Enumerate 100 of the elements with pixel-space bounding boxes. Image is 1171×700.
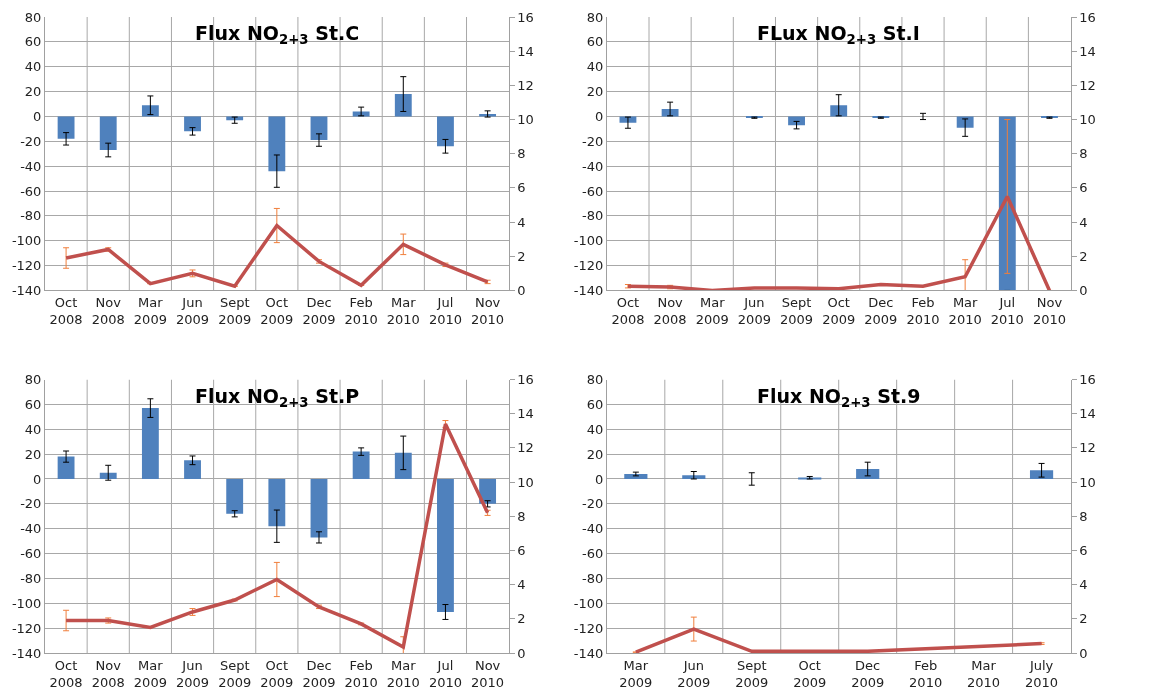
x-tick-label: Mar 2009 (133, 295, 167, 327)
y-tick-label: -120 (573, 258, 604, 274)
x-tick-label: Oct 2008 (49, 657, 83, 690)
y-tick-label: -60 (20, 546, 42, 562)
line-series (64, 223, 490, 288)
y2-tick-label: 4 (1079, 214, 1088, 230)
y-tick-label: -20 (20, 496, 42, 512)
x-tick-label: Jul 2010 (990, 295, 1024, 327)
bar (57, 116, 75, 139)
x-tick-label: Dec 2009 (302, 295, 336, 327)
bar (956, 116, 974, 128)
y-tick-label: -80 (20, 570, 42, 586)
x-tick-label: Nov 2008 (653, 295, 687, 327)
y-tick-label: 20 (24, 446, 42, 462)
y-tick-label: -40 (582, 158, 604, 174)
x-tick-label: Mar 2010 (386, 295, 420, 327)
y-tick-label: 0 (594, 471, 604, 487)
y2-tick-label: 16 (517, 9, 534, 25)
y-tick-label: -60 (582, 183, 604, 199)
y2-tick-label: 2 (1079, 248, 1088, 264)
y-tick-label: 60 (586, 396, 604, 412)
x-tick-label: Nov 2010 (471, 657, 505, 690)
bar (352, 451, 370, 479)
y2-tick-label: 10 (1079, 112, 1096, 128)
y-tick-label: 60 (24, 34, 42, 50)
bar (437, 478, 454, 612)
y-tick-label: 40 (586, 59, 604, 75)
y2-tick-label: 12 (517, 77, 534, 93)
x-tick-label: Feb 2010 (344, 657, 378, 690)
line-series (634, 627, 1044, 653)
y-tick-label: -40 (20, 158, 42, 174)
y-tick-label: 20 (586, 84, 604, 100)
y-tick-label: -100 (11, 233, 42, 249)
y2-tick-label: 2 (517, 248, 526, 264)
y2-tick-label: 8 (517, 146, 526, 162)
bar (184, 116, 201, 132)
bar (184, 460, 201, 479)
x-tick-label: Mar 2010 (948, 295, 982, 327)
bar (268, 116, 286, 172)
y2-tick-label: 4 (517, 214, 526, 230)
y-tick-label: -60 (20, 183, 42, 199)
x-tick-label: Oct 2009 (822, 295, 856, 327)
x-tick-label: Dec 2009 (302, 657, 336, 690)
y2-tick-label: 8 (1079, 146, 1088, 162)
bar (310, 478, 328, 538)
x-tick-label: Feb 2010 (344, 295, 378, 327)
y-tick-label: -20 (20, 133, 42, 149)
x-tick-label: Jul 2010 (428, 657, 462, 690)
y-tick-label: 20 (586, 446, 604, 462)
y-tick-label: -100 (573, 233, 604, 249)
y-tick-label: -120 (11, 258, 42, 274)
y-tick-label: 60 (24, 396, 42, 412)
y2-tick-label: 16 (1079, 372, 1096, 388)
y-tick-label: -140 (573, 283, 604, 299)
y-tick-label: 80 (586, 9, 604, 25)
x-tick-label: Nov 2010 (1032, 295, 1067, 327)
y-tick-label: 0 (33, 471, 42, 487)
y2-tick-label: 0 (517, 645, 526, 661)
y-tick-label: -80 (582, 570, 604, 586)
y2-tick-label: 8 (1079, 508, 1088, 524)
y2-tick-label: 4 (1079, 577, 1088, 593)
y2-tick-label: 14 (517, 406, 534, 422)
y-tick-label: -40 (20, 521, 42, 537)
x-tick-label: Mar 2009 (619, 657, 653, 690)
chart-title: FLux NO$_{2+3}$ St.I (757, 22, 920, 47)
line-series (64, 420, 492, 649)
y-tick-label: -100 (573, 595, 604, 611)
y-tick-label: 40 (24, 59, 42, 75)
x-tick-label: July 2010 (1025, 657, 1059, 690)
x-tick-label: Sept 2009 (218, 657, 252, 690)
bar (788, 116, 805, 126)
chart-title: Flux NO$_{2+3}$ St.P (195, 385, 360, 410)
bar (226, 478, 244, 514)
y-tick-label: 40 (586, 421, 604, 437)
y-tick-label: -20 (582, 133, 604, 149)
x-tick-label: Nov 2010 (471, 295, 505, 327)
y-tick-label: -120 (573, 620, 604, 636)
chart-title: Flux NO$_{2+3}$ St.C (195, 22, 360, 47)
x-tick-label: Nov 2008 (91, 657, 125, 690)
y-tick-label: 40 (24, 421, 42, 437)
x-tick-label: Mar 2009 (695, 295, 729, 327)
bar (141, 408, 159, 479)
bar (99, 472, 117, 479)
y2-tick-label: 4 (517, 577, 526, 593)
bar (394, 94, 412, 117)
x-tick-label: Oct 2008 (49, 295, 83, 327)
x-tick-label: Jun 2009 (677, 657, 711, 690)
y-tick-label: 0 (33, 109, 42, 124)
x-tick-label: Dec 2009 (864, 295, 898, 327)
y2-tick-label: 12 (1079, 440, 1096, 456)
y2-tick-label: 6 (517, 543, 526, 558)
y-tick-label: 0 (594, 109, 604, 124)
x-tick-label: Mar 2009 (133, 657, 167, 690)
y-tick-label: 80 (24, 9, 42, 25)
bar (57, 456, 75, 479)
y-tick-label: -20 (582, 496, 604, 512)
y2-tick-label: 0 (1079, 283, 1088, 299)
y2-tick-label: 2 (1079, 611, 1088, 627)
x-tick-label: Jul 2010 (428, 295, 462, 327)
x-tick-label: Oct 2009 (793, 657, 827, 690)
